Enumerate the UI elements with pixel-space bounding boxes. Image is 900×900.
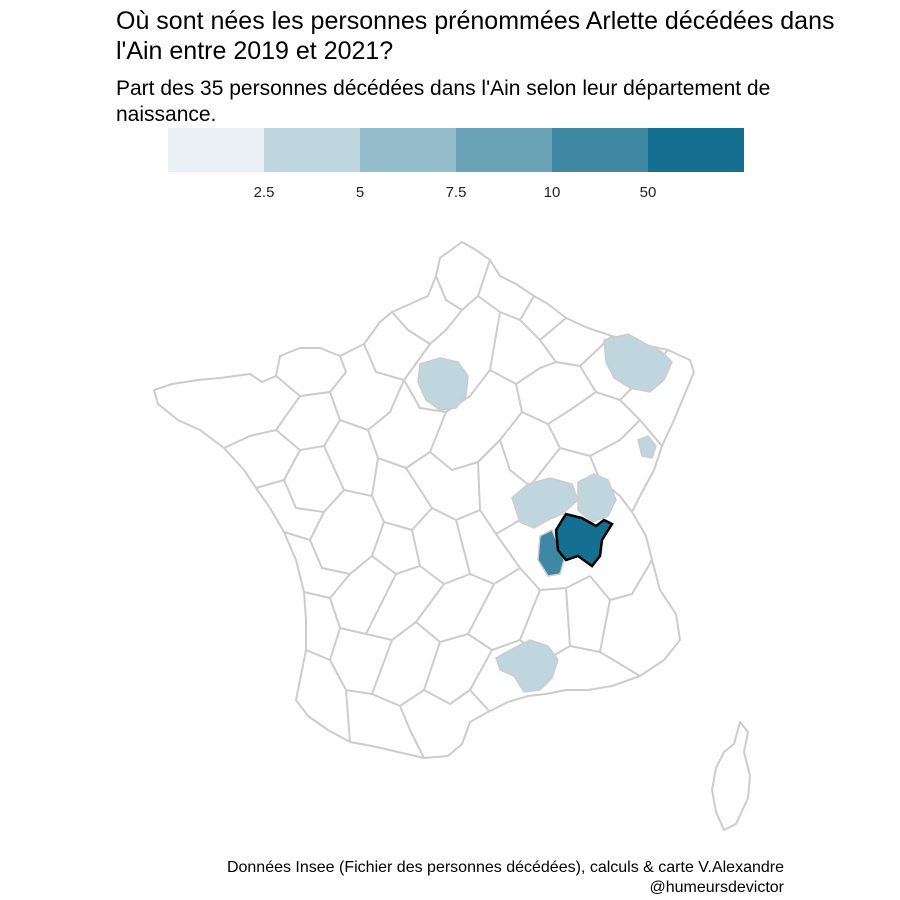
corsica-outline: [711, 721, 751, 831]
france-map: [153, 241, 751, 831]
legend-swatch-2: [264, 128, 360, 172]
region-lorraine: [603, 333, 673, 393]
legend-color-bar: [168, 128, 744, 172]
region-jura: [577, 473, 617, 523]
legend-break-4: 10: [543, 184, 561, 201]
region-territoire-belfort: [637, 435, 657, 459]
legend-break-3: 7.5: [445, 184, 467, 201]
department-borders: [223, 259, 669, 759]
region-rhone: [537, 528, 565, 577]
color-legend: [168, 128, 744, 172]
legend-break-2: 5: [355, 184, 365, 201]
legend-swatch-3: [360, 128, 456, 172]
legend-break-5: 50: [639, 184, 657, 201]
source-caption: Données Insee (Fichier des personnes déc…: [226, 859, 784, 896]
legend-swatch-4: [456, 128, 552, 172]
region-paris-area: [417, 357, 469, 411]
france-outline: [153, 241, 695, 759]
legend-swatch-5: [552, 128, 648, 172]
legend-break-1: 2.5: [253, 184, 275, 201]
chart-title: Où sont nées les personnes prénommées Ar…: [116, 7, 835, 65]
chart-subtitle: Part des 35 personnes décédées dans l'Ai…: [116, 77, 771, 126]
legend-labels: 2.5 5 7.5 10 50: [168, 184, 744, 204]
region-gard-herault: [495, 639, 559, 693]
legend-swatch-1: [168, 128, 264, 172]
region-saone-et-loire: [511, 477, 579, 529]
legend-swatch-6: [648, 128, 744, 172]
region-ain: [554, 512, 614, 568]
